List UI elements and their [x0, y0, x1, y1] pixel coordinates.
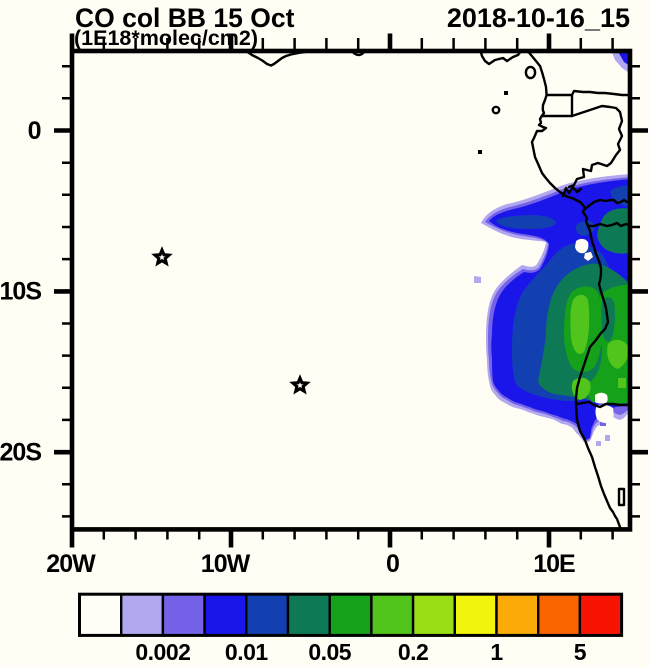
- svg-text:0.2: 0.2: [398, 639, 428, 665]
- svg-text:10W: 10W: [201, 550, 251, 578]
- svg-text:0.05: 0.05: [308, 639, 351, 665]
- svg-text:20W: 20W: [46, 550, 96, 578]
- svg-text:0.002: 0.002: [135, 639, 190, 665]
- svg-text:CO col BB 15 Oct: CO col BB 15 Oct: [75, 3, 295, 33]
- svg-text:0: 0: [28, 117, 41, 145]
- svg-text:20S: 20S: [0, 439, 41, 467]
- svg-text:2018-10-16_15: 2018-10-16_15: [447, 3, 630, 33]
- svg-text:10S: 10S: [0, 278, 41, 306]
- svg-text:5: 5: [574, 639, 587, 665]
- svg-text:10E: 10E: [533, 550, 575, 578]
- svg-text:0: 0: [386, 550, 399, 578]
- svg-text:1: 1: [490, 639, 503, 665]
- svg-text:0.01: 0.01: [225, 639, 268, 665]
